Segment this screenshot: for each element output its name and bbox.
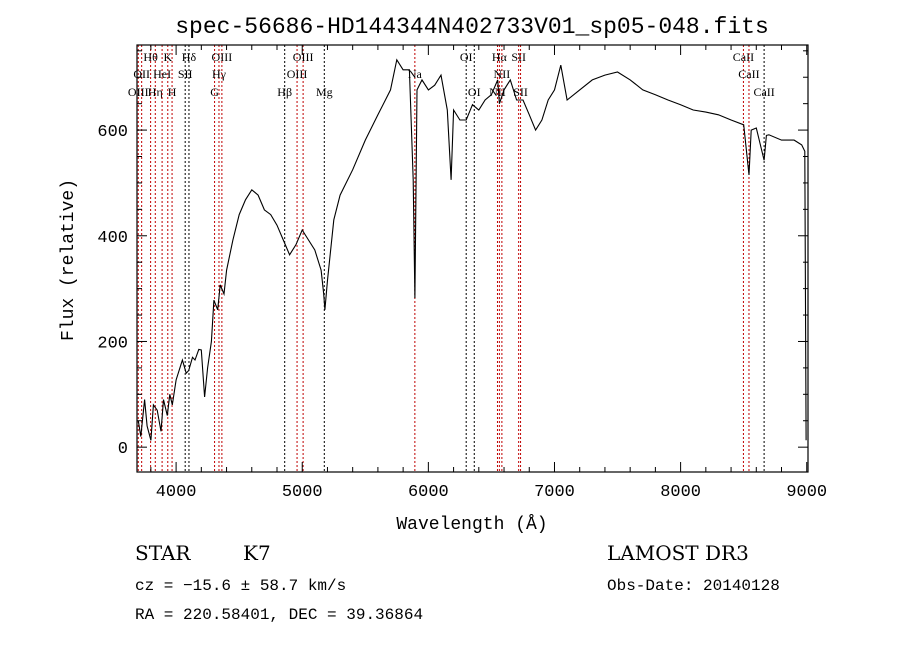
coordinates: RA = 220.58401, DEC = 39.36864 (135, 606, 423, 624)
spectral-line-label: Hθ (143, 50, 158, 64)
redshift-cz: cz = −15.6 ± 58.7 km/s (135, 577, 346, 595)
spectral-line-label: OI (460, 50, 473, 64)
y-tick-label: 400 (97, 229, 128, 248)
x-tick-label: 8000 (660, 483, 701, 502)
series-line-spectrum (137, 58, 807, 441)
x-tick-label: 9000 (786, 483, 827, 502)
spectral-line-label: SII (178, 67, 193, 81)
spectral-line-label: OIII (212, 50, 233, 64)
survey-name: LAMOST DR3 (607, 541, 749, 565)
x-tick-label: 6000 (408, 483, 449, 502)
spectral-line-label: Na (408, 67, 423, 81)
spectral-line-label: HeI (153, 67, 171, 81)
spectral-line-label: Hη (148, 85, 163, 99)
spectral-line-label: CaII (753, 85, 774, 99)
spectral-line-label: H (168, 85, 177, 99)
series-group (137, 58, 807, 441)
object-type: STAR (135, 541, 191, 565)
plot-frame (136, 44, 809, 473)
spectral-line-label: SII (511, 50, 526, 64)
spectral-line-label: OII (133, 67, 150, 81)
spectral-line-label: Hα (492, 50, 508, 64)
spectral-line-label: OIII (128, 85, 149, 99)
chart-title: spec-56686-HD144344N402733V01_sp05-048.f… (175, 14, 769, 40)
spectral-line-label: OIII (293, 50, 314, 64)
y-tick-label: 200 (97, 334, 128, 353)
spectral-line-label: Hγ (212, 67, 227, 81)
subclass: K7 (243, 541, 271, 565)
spectral-line-label: SII (513, 85, 528, 99)
spectral-line-label: CaII (733, 50, 754, 64)
x-axis-label: Wavelength (Å) (396, 514, 547, 535)
spectral-line-label: Hδ (182, 50, 197, 64)
y-tick-label: 600 (97, 123, 128, 142)
axes: 4000 5000 6000 7000 8000 9000 0 200 400 600 (97, 45, 827, 502)
x-tick-label: 4000 (156, 483, 197, 502)
spectral-line-label: CaII (738, 67, 759, 81)
spectral-line-label: Hβ (277, 85, 292, 99)
spectral-line-label: OIII (287, 67, 308, 81)
spectral-line-label: NII (494, 67, 511, 81)
obs-date: Obs-Date: 20140128 (607, 577, 780, 595)
spectral-line-label: G (210, 85, 219, 99)
y-axis-label: Flux (relative) (59, 179, 79, 341)
spectral-line-label: Mg (316, 85, 333, 99)
spectral-lines: OIIOIIIHθHηHeIKHSIIHδGHγOIIIHβOIIIOIIIMg… (128, 45, 775, 472)
spectral-line-label: K (163, 50, 172, 64)
spectral-line-label: OI (468, 85, 481, 99)
y-tick-label: 0 (118, 440, 128, 459)
x-tick-label: 7000 (534, 483, 575, 502)
x-tick-label: 5000 (282, 483, 323, 502)
